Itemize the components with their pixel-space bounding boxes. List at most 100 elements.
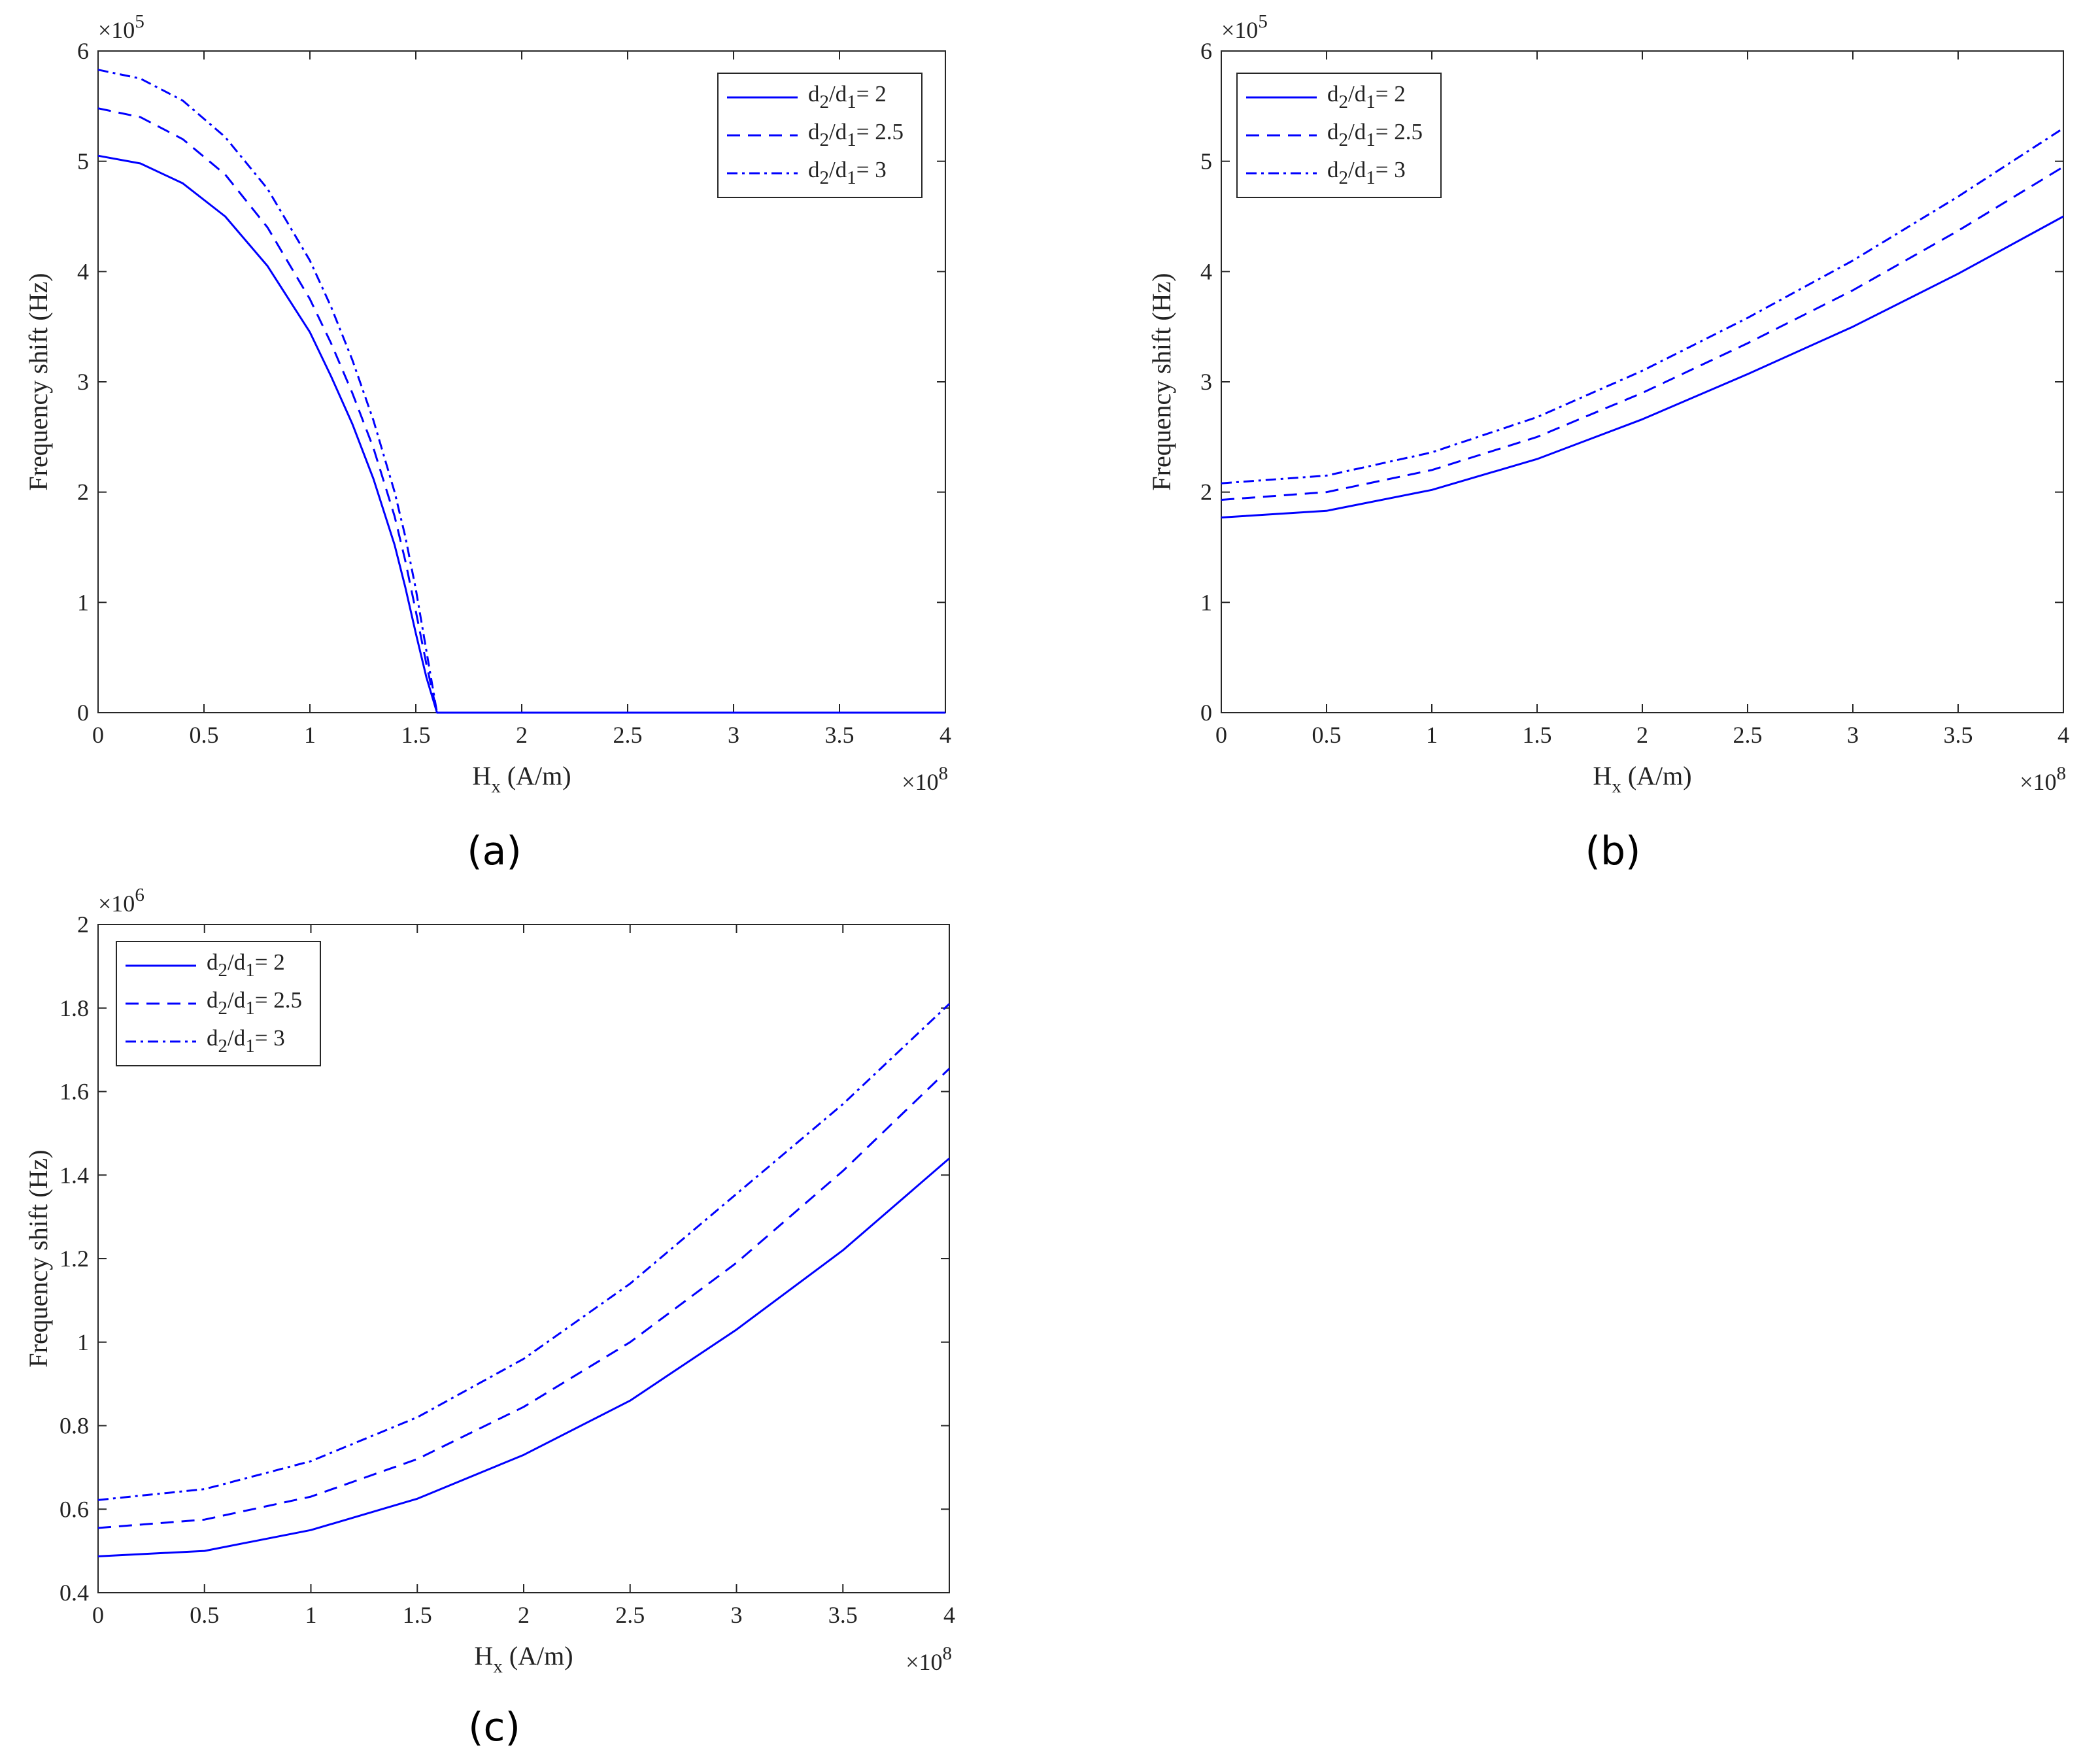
- y-tick-label: 1: [1200, 589, 1212, 615]
- legend-sub: 2: [1339, 167, 1349, 188]
- y-tick-label: 2: [1200, 479, 1212, 505]
- y-tick-label: 1: [77, 589, 89, 615]
- y-tick-label: 1.2: [59, 1246, 89, 1272]
- x-tick-label: 4: [940, 722, 951, 748]
- x-tick-label: 2: [516, 722, 528, 748]
- legend-d: d: [207, 949, 218, 975]
- panel-label-a: (a): [467, 828, 522, 874]
- legend-sub: 1: [245, 1036, 255, 1057]
- x-label-symbol: H: [474, 1641, 493, 1671]
- x-axis-multiplier: ×108: [906, 1643, 952, 1675]
- x-tick-label: 3.5: [1944, 722, 1973, 748]
- x-tick-label: 3: [728, 722, 739, 748]
- y-tick-label: 5: [1200, 148, 1212, 175]
- y-multiplier-base: ×10: [1221, 17, 1258, 43]
- y-axis-label: Frequency shift (Hz): [1147, 273, 1176, 490]
- legend-sub: 1: [847, 129, 856, 150]
- y-axis-label: Frequency shift (Hz): [24, 1149, 53, 1367]
- legend-d: d: [1327, 119, 1339, 144]
- x-multiplier-base: ×10: [2020, 769, 2056, 795]
- y-tick-label: 0.4: [59, 1580, 89, 1606]
- series-line-dashed: [97, 107, 945, 714]
- legend-sub: 2: [218, 1036, 228, 1057]
- legend-value: = 2: [255, 949, 285, 975]
- y-multiplier-exponent: 5: [1258, 11, 1268, 32]
- legend-entry: d2/d1= 3: [207, 1025, 285, 1057]
- y-tick-label: 4: [77, 258, 89, 284]
- y-tick-label: 0: [1200, 700, 1212, 726]
- legend-sub: 1: [1366, 92, 1376, 112]
- x-tick-label: 2.5: [613, 722, 643, 748]
- legend-value: = 2: [1376, 81, 1406, 107]
- legend-d: /d: [228, 987, 246, 1013]
- x-tick-label: 2: [518, 1602, 530, 1628]
- series-line-dashdot: [1221, 127, 2064, 484]
- chart-panel-c: 0 0.5 1 1.5 2 2.5 3 3.5 4 0.4 0.6 0.8 1 1.2 1.4 1.6 1.8 2…: [24, 885, 955, 1677]
- x-tick-label: 3: [1847, 722, 1859, 748]
- legend-d: /d: [829, 157, 847, 182]
- panel-label-c: (c): [468, 1705, 520, 1750]
- x-label-subscript: x: [491, 776, 501, 797]
- legend-d: /d: [829, 81, 847, 107]
- legend-d: /d: [228, 949, 246, 975]
- x-multiplier-exponent: 8: [943, 1643, 953, 1664]
- y-tick-label: 1.4: [59, 1162, 89, 1188]
- x-multiplier-exponent: 8: [2057, 763, 2067, 784]
- legend-sub: 2: [820, 92, 830, 112]
- legend-value: = 3: [856, 157, 887, 182]
- y-multiplier-base: ×10: [98, 17, 135, 43]
- x-label-unit: (A/m): [501, 761, 571, 790]
- x-label-unit: (A/m): [503, 1641, 573, 1671]
- y-multiplier-base: ×10: [98, 890, 135, 917]
- x-multiplier-exponent: 8: [939, 763, 949, 784]
- x-axis-multiplier: ×108: [902, 763, 948, 795]
- x-axis-label: Hx (A/m): [474, 1641, 573, 1677]
- x-tick-label: 3.5: [828, 1602, 858, 1628]
- x-tick-label: 1.5: [401, 722, 431, 748]
- legend-entry: d2/d1= 2.5: [808, 119, 904, 150]
- legend-d: /d: [1348, 81, 1366, 107]
- legend-d: d: [207, 987, 218, 1013]
- legend-sub: 1: [1366, 129, 1376, 150]
- x-tick-label: 0.5: [190, 722, 219, 748]
- y-tick-label: 6: [1200, 38, 1212, 64]
- legend-value: = 3: [255, 1025, 285, 1051]
- panel-label-b: (b): [1585, 828, 1641, 874]
- x-label-unit: (A/m): [1621, 761, 1692, 790]
- legend-d: /d: [1348, 157, 1366, 182]
- legend-entry: d2/d1= 2.5: [1327, 119, 1423, 150]
- x-tick-label: 0: [1215, 722, 1227, 748]
- legend-entry: d2/d1= 2: [207, 949, 285, 981]
- x-tick-label: 4: [2058, 722, 2069, 748]
- x-multiplier-base: ×10: [902, 769, 938, 795]
- legend-d: d: [808, 81, 820, 107]
- legend-value: = 2.5: [1376, 119, 1423, 144]
- series-line-dashdot: [97, 69, 945, 714]
- legend-sub: 1: [245, 998, 255, 1019]
- y-tick-label: 0: [77, 700, 89, 726]
- legend-sub: 1: [1366, 167, 1376, 188]
- legend-sub: 2: [820, 129, 830, 150]
- y-tick-label: 1.6: [59, 1079, 89, 1105]
- y-axis-multiplier: ×105: [98, 11, 144, 43]
- legend-d: d: [808, 119, 820, 144]
- legend-d: d: [1327, 81, 1339, 107]
- y-tick-label: 0.8: [59, 1413, 89, 1439]
- series-line-solid: [97, 1157, 950, 1557]
- x-axis-multiplier: ×108: [2020, 763, 2066, 795]
- x-tick-label: 2: [1636, 722, 1648, 748]
- x-tick-label: 2.5: [1733, 722, 1763, 748]
- legend-entry: d2/d1= 3: [808, 157, 887, 188]
- x-multiplier-base: ×10: [906, 1649, 942, 1675]
- legend-entry: d2/d1= 2.5: [207, 987, 302, 1019]
- x-tick-label: 3.5: [825, 722, 855, 748]
- legend-sub: 1: [245, 960, 255, 981]
- x-axis-label: Hx (A/m): [472, 761, 571, 797]
- y-tick-label: 2: [77, 911, 89, 938]
- y-axis-multiplier: ×106: [98, 885, 144, 917]
- legend-sub: 1: [847, 92, 856, 112]
- x-label-symbol: H: [1593, 761, 1612, 790]
